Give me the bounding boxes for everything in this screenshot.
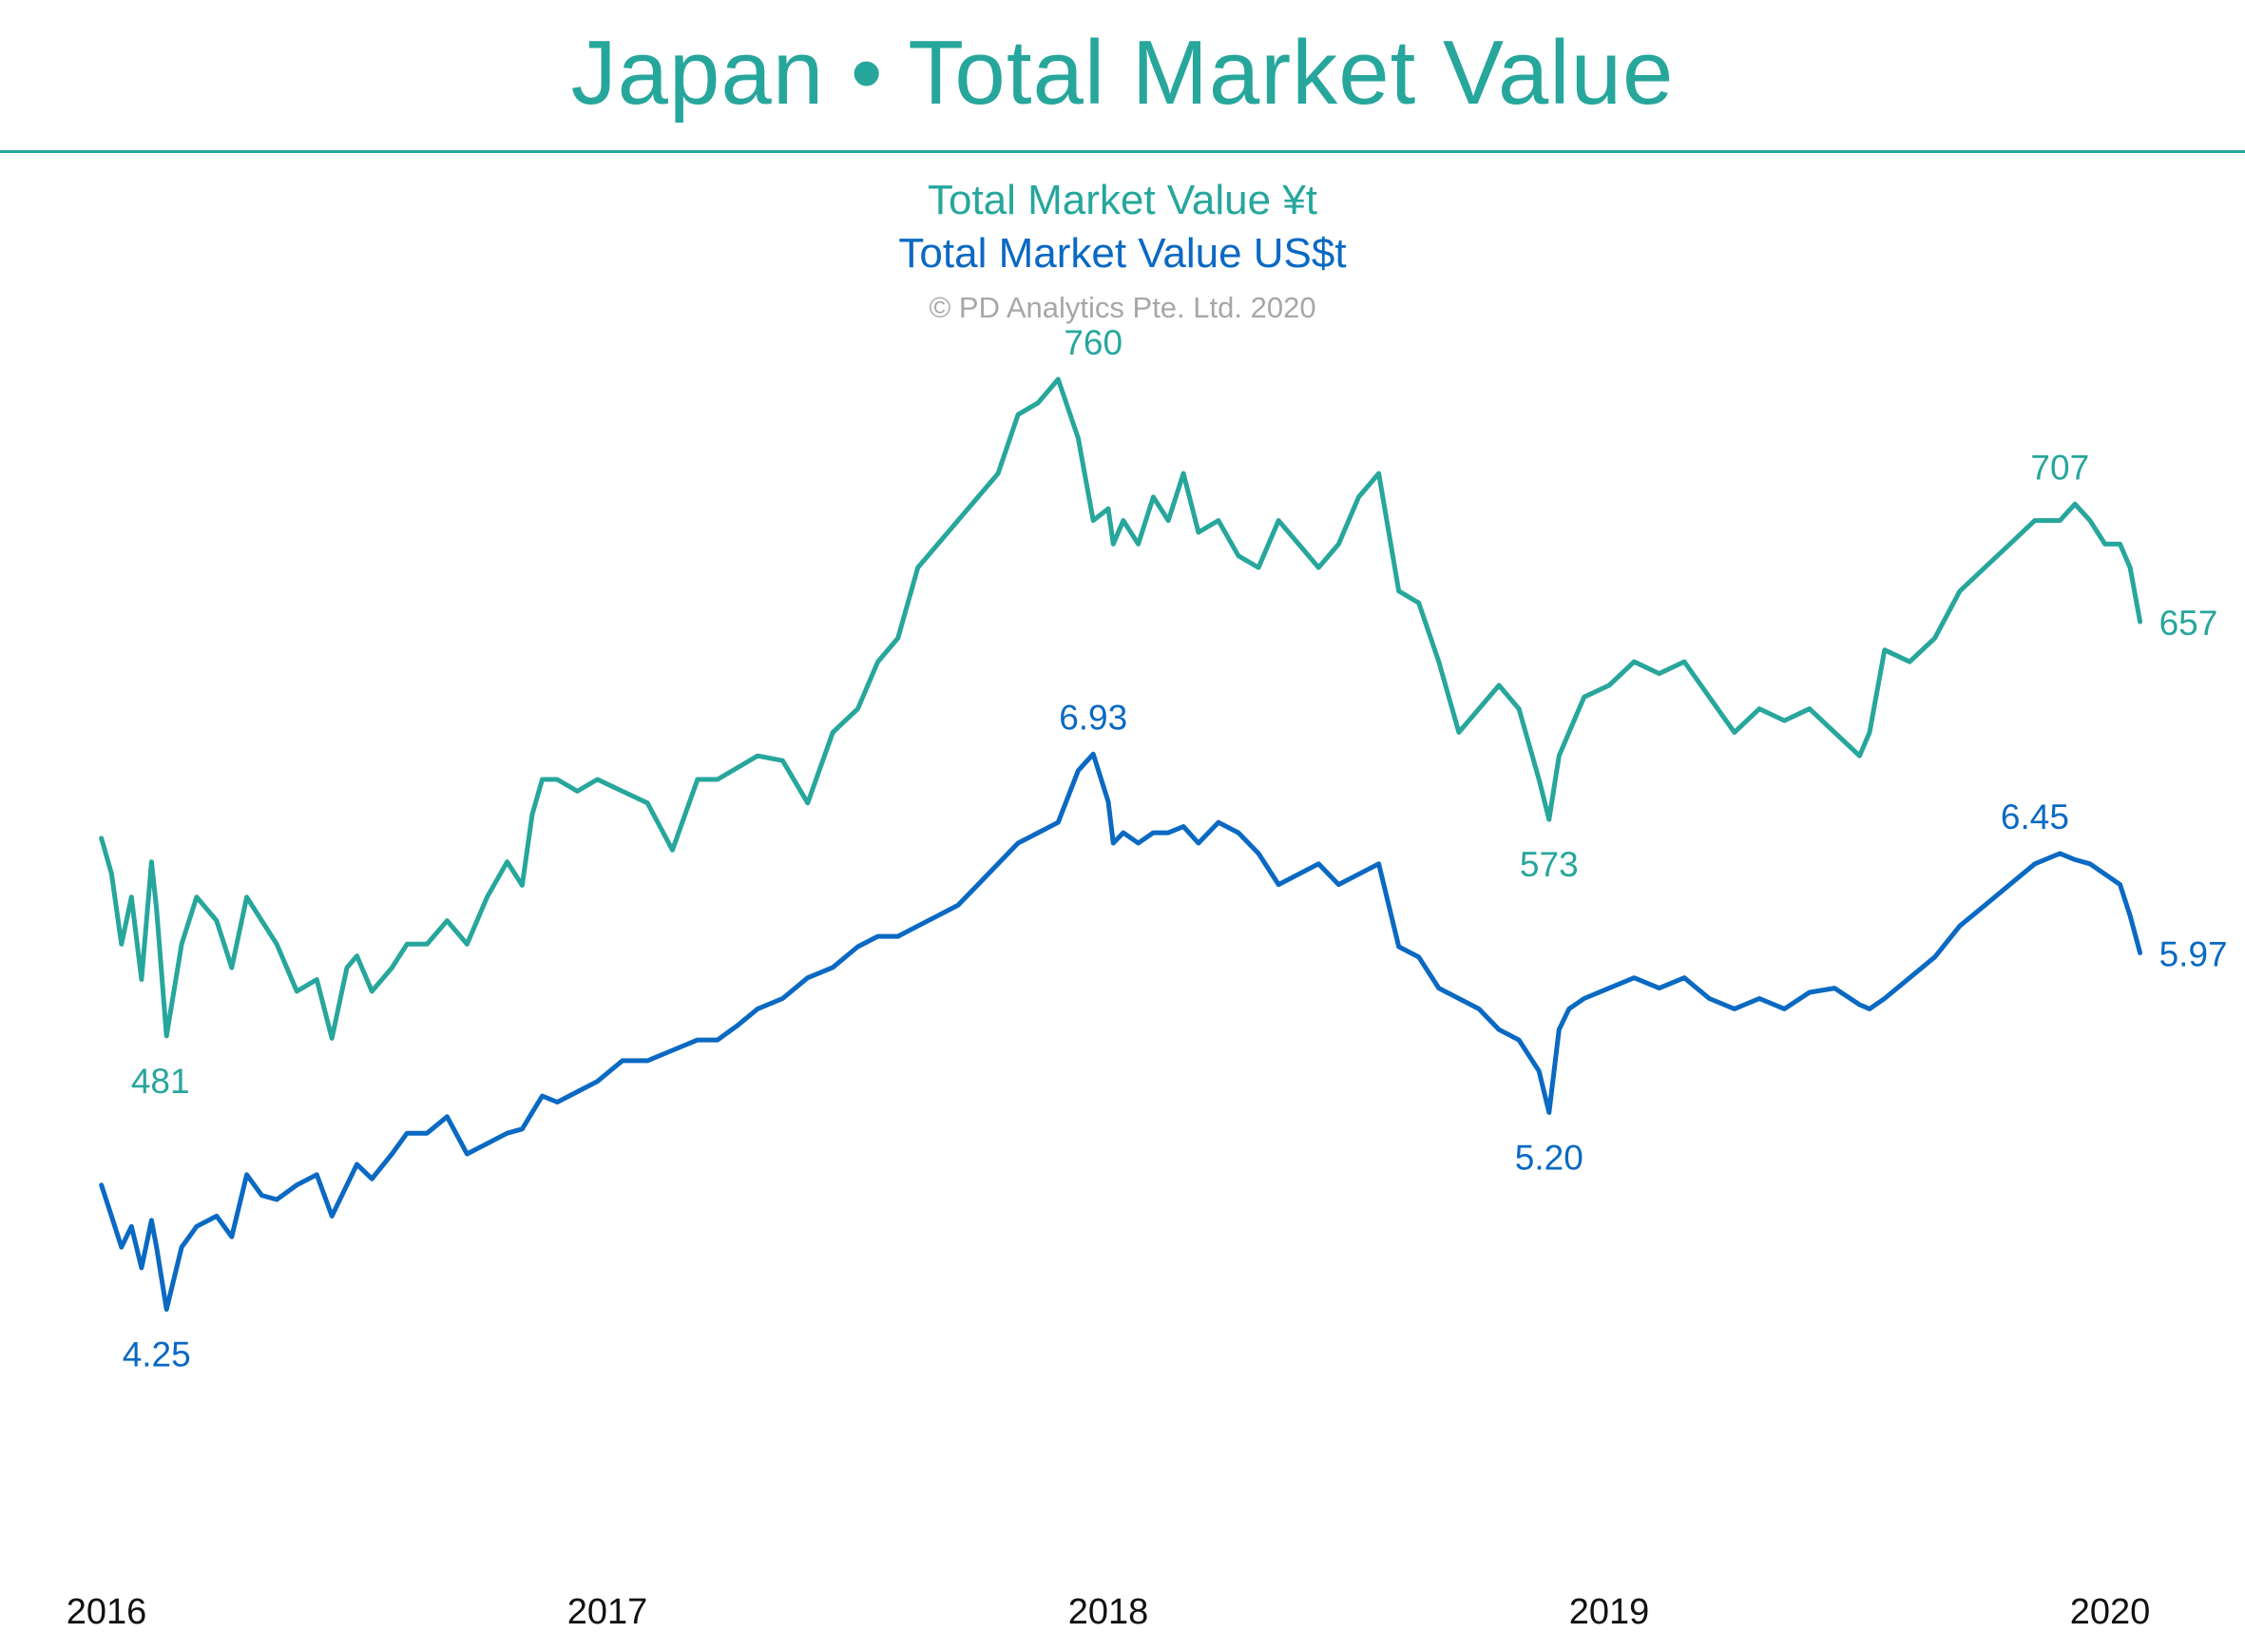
data-label-usd-8: 6.45 — [2001, 797, 2069, 836]
data-label-yen-3: 707 — [2030, 448, 2089, 487]
x-tick-label-2020: 2020 — [2070, 1592, 2151, 1632]
x-tick-label-2016: 2016 — [67, 1592, 147, 1632]
data-label-yen-4: 657 — [2159, 604, 2218, 643]
series-line-yen — [99, 376, 2143, 1041]
series-layer — [99, 376, 2143, 1312]
x-tick-label-2017: 2017 — [567, 1592, 648, 1632]
series-line-usd — [99, 751, 2143, 1312]
data-label-usd-7: 5.20 — [1515, 1138, 1583, 1177]
data-label-usd-6: 4.25 — [123, 1335, 191, 1374]
data-label-yen-0: 760 — [1064, 323, 1122, 362]
legend-entry-yen: Total Market Value ¥t — [927, 177, 1318, 223]
data-label-usd-9: 5.97 — [2159, 935, 2228, 974]
data-label-yen-2: 573 — [1520, 845, 1579, 884]
x-tick-label-2019: 2019 — [1569, 1592, 1650, 1632]
data-label-usd-5: 6.93 — [1059, 698, 1127, 737]
title-divider — [0, 150, 2245, 153]
copyright-notice: © PD Analytics Pte. Ltd. 2020 — [929, 291, 1316, 324]
chart-title: Japan • Total Market Value — [570, 22, 1675, 124]
annotation-layer: 760 481 573 707 657 6.93 4.25 5.20 6.45 5.97 — [123, 323, 2228, 1374]
legend-entry-usd: Total Market Value US$t — [898, 230, 1347, 277]
x-axis: 2016 2017 2018 2019 2020 — [67, 1592, 2151, 1632]
x-tick-label-2018: 2018 — [1068, 1592, 1149, 1632]
data-label-yen-1: 481 — [131, 1062, 190, 1101]
